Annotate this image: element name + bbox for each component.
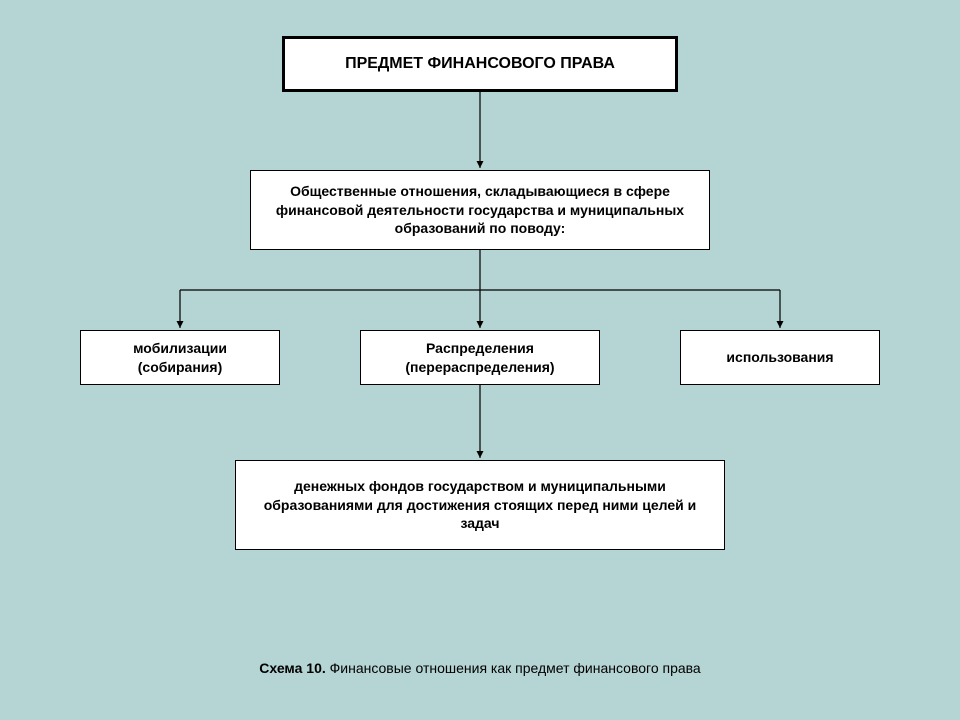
branch1-text: мобилизации (собирания)	[95, 339, 265, 377]
caption: Схема 10. Финансовые отношения как предм…	[0, 660, 960, 676]
level2-text: Общественные отношения, складывающиеся в…	[265, 182, 695, 239]
bottom-box: денежных фондов государством и муниципал…	[235, 460, 725, 550]
branch2-box: Распределения (перераспределения)	[360, 330, 600, 385]
branch3-box: использования	[680, 330, 880, 385]
bottom-text: денежных фондов государством и муниципал…	[250, 477, 710, 534]
caption-bold: Схема 10.	[259, 660, 325, 676]
branch2-text: Распределения (перераспределения)	[375, 339, 585, 377]
title-text: ПРЕДМЕТ ФИНАНСОВОГО ПРАВА	[345, 53, 615, 75]
branch3-text: использования	[726, 348, 833, 367]
level2-box: Общественные отношения, складывающиеся в…	[250, 170, 710, 250]
branch1-box: мобилизации (собирания)	[80, 330, 280, 385]
title-box: ПРЕДМЕТ ФИНАНСОВОГО ПРАВА	[282, 36, 678, 92]
caption-rest: Финансовые отношения как предмет финансо…	[326, 660, 701, 676]
